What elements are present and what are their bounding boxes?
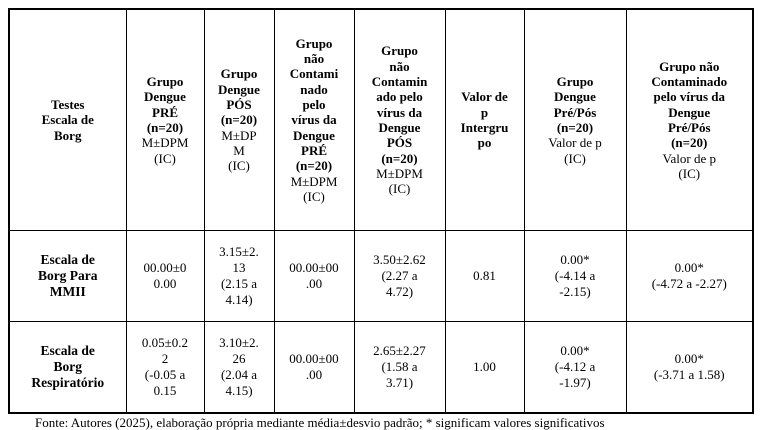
data-cell: 3.15±2. 13 (2.15 a 4.14): [203, 230, 275, 322]
data-cell: 0.05±0.2 2 (-0.05 a 0.15: [125, 321, 205, 414]
data-cell: 0.81: [444, 230, 525, 322]
column-subtitle: M±DP M (IC): [221, 127, 257, 174]
data-cell: 3.10±2. 26 (2.04 a 4.15): [203, 321, 275, 414]
column-title: Grupo Dengue PÓS (n=20): [218, 66, 260, 128]
row-label: Escala de Borg Respiratório: [8, 321, 127, 414]
column-title: Testes Escala de Borg: [41, 97, 94, 143]
data-cell: 00.00±00 .00: [273, 321, 355, 414]
data-cell: 0.00* (-4.14 a -2.15): [523, 230, 627, 322]
header-cell-p-value-intergroup: Valor de p Intergru po: [444, 8, 525, 231]
borg-scale-results-table: Testes Escala de Borg Grupo Dengue PRÉ (…: [8, 8, 754, 414]
column-subtitle: Valor de p (IC): [548, 135, 602, 166]
column-subtitle: M±DPM (IC): [290, 173, 338, 204]
column-title: Grupo não Contaminado pelo vírus da Deng…: [651, 58, 728, 151]
header-cell-non-contaminated-pre-pos: Grupo não Contaminado pelo vírus da Deng…: [625, 8, 754, 231]
data-cell: 2.65±2.27 (1.58 a 3.71): [353, 321, 446, 414]
data-cell: 1.00: [444, 321, 525, 414]
header-cell-non-contaminated-pos: Grupo não Contamin ado pelo vírus da Den…: [353, 8, 446, 231]
table-header-row: Testes Escala de Borg Grupo Dengue PRÉ (…: [8, 8, 754, 231]
column-subtitle: M±DPM (IC): [141, 135, 189, 166]
source-footnote: Fonte: Autores (2025), elaboração própri…: [35, 415, 605, 430]
column-title: Grupo Dengue PRÉ (n=20): [144, 74, 186, 135]
table-page: Testes Escala de Borg Grupo Dengue PRÉ (…: [8, 8, 754, 430]
column-title: Grupo não Contamin ado pelo vírus da Den…: [371, 43, 428, 166]
data-cell: 00.00±0 0.00: [125, 230, 205, 322]
column-title: Grupo não Contami nado pelo vírus da Den…: [289, 35, 339, 174]
header-cell-dengue-pre: Grupo Dengue PRÉ (n=20) M±DPM (IC): [125, 8, 205, 231]
column-subtitle: M±DPM (IC): [376, 165, 423, 197]
data-cell: 0.00* (-3.71 a 1.58): [625, 321, 754, 414]
row-label: Escala de Borg Para MMII: [8, 230, 127, 322]
column-subtitle: Valor de p (IC): [662, 150, 716, 181]
header-cell-dengue-pre-pos: Grupo Dengue Pré/Pós (n=20) Valor de p (…: [523, 8, 627, 231]
header-cell-dengue-pos: Grupo Dengue PÓS (n=20) M±DP M (IC): [203, 8, 275, 231]
table-row-borg-respiratorio: Escala de Borg Respiratório 0.05±0.2 2 (…: [8, 321, 754, 414]
data-cell: 0.00* (-4.12 a -1.97): [523, 321, 627, 414]
data-cell: 00.00±00 .00: [273, 230, 355, 322]
column-title: Grupo Dengue Pré/Pós (n=20): [553, 74, 597, 135]
header-cell-tests: Testes Escala de Borg: [8, 8, 127, 231]
table-row-borg-mmii: Escala de Borg Para MMII 00.00±0 0.00 3.…: [8, 230, 754, 322]
column-title: Valor de p Intergru po: [460, 89, 509, 151]
data-cell: 0.00* (-4.72 a -2.27): [625, 230, 754, 322]
header-cell-non-contaminated-pre: Grupo não Contami nado pelo vírus da Den…: [273, 8, 355, 231]
data-cell: 3.50±2.62 (2.27 a 4.72): [353, 230, 446, 322]
